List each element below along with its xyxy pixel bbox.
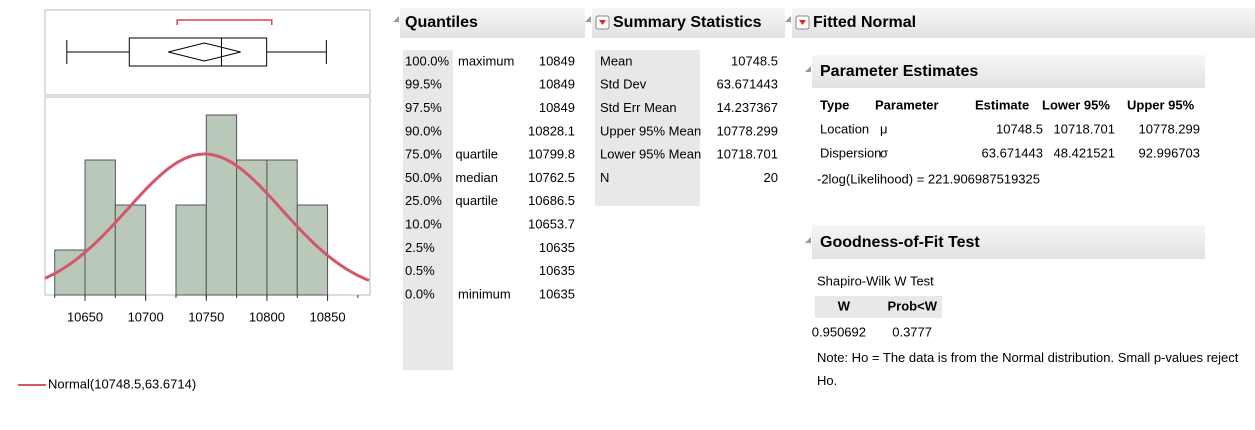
quantile-value: 10849 bbox=[539, 77, 575, 92]
x-tick-label: 10800 bbox=[249, 309, 285, 324]
summary-value: 63.671443 bbox=[717, 77, 778, 92]
menu-arrow bbox=[599, 20, 606, 25]
normal-curve bbox=[45, 152, 370, 282]
gof-test: Shapiro-Wilk W Test bbox=[817, 273, 934, 288]
param-cell: Location bbox=[820, 121, 869, 136]
quantile-pct: 100.0% bbox=[405, 53, 450, 68]
param-cell: σ bbox=[880, 145, 888, 160]
header-bg bbox=[812, 55, 1205, 88]
x-tick-label: 10850 bbox=[309, 309, 345, 324]
disclosure[interactable] bbox=[585, 16, 591, 22]
disclosure[interactable] bbox=[785, 16, 791, 22]
menu-arrow bbox=[799, 20, 806, 25]
legend-label: Normal(10748.5,63.6714) bbox=[48, 376, 196, 391]
summary-title: Summary Statistics bbox=[613, 14, 762, 31]
header-bg bbox=[792, 8, 1255, 38]
quantile-label: quartile bbox=[455, 193, 498, 208]
gof-title: Goodness-of-Fit Test bbox=[820, 234, 980, 251]
quantile-value: 10635 bbox=[539, 263, 575, 278]
mean-diamond bbox=[168, 42, 241, 62]
summary-label: Lower 95% Mean bbox=[600, 147, 701, 162]
summary-value: 14.237367 bbox=[717, 100, 778, 115]
note: Note: Ho = The data is from the Normal d… bbox=[817, 350, 1239, 388]
label-column-bg bbox=[595, 50, 700, 206]
param-cell: μ bbox=[880, 121, 888, 136]
param-cell: 10748.5 bbox=[996, 121, 1043, 136]
gof-value: 0.3777 bbox=[892, 324, 932, 339]
bar bbox=[266, 159, 298, 296]
bar bbox=[205, 114, 238, 296]
quantile-value: 10653.7 bbox=[528, 217, 575, 232]
pct-column-bg bbox=[403, 50, 453, 370]
param-header: Lower 95% bbox=[1042, 97, 1110, 112]
summary-value: 10778.299 bbox=[717, 123, 778, 138]
gof-value: 0.950692 bbox=[812, 324, 866, 339]
param-cell: 10718.701 bbox=[1054, 121, 1115, 136]
quantile-value: 10849 bbox=[539, 100, 575, 115]
disclosure[interactable] bbox=[805, 66, 811, 72]
note-box: Note: Ho = The data is from the Normal d… bbox=[817, 350, 1239, 388]
quantile-pct: 10.0% bbox=[405, 217, 442, 232]
quantile-value: 10828.1 bbox=[528, 123, 575, 138]
quantile-value: 10799.8 bbox=[528, 147, 575, 162]
param-header: Estimate bbox=[975, 97, 1029, 112]
summary-value: 10748.5 bbox=[731, 53, 778, 68]
fitted-title: Fitted Normal bbox=[813, 14, 916, 31]
quantile-pct: 0.5% bbox=[405, 263, 435, 278]
loglik: -2log(Likelihood) = 221.906987519325 bbox=[817, 171, 1040, 186]
param-header: Parameter bbox=[875, 97, 939, 112]
gof-header: W bbox=[838, 298, 851, 313]
summary-value: 10718.701 bbox=[717, 147, 778, 162]
param-cell: 10778.299 bbox=[1139, 121, 1200, 136]
x-tick-label: 10750 bbox=[188, 309, 224, 324]
shortest-half bbox=[176, 19, 273, 25]
quantile-label: maximum bbox=[458, 53, 514, 68]
quantile-value: 10849 bbox=[539, 53, 575, 68]
quantile-value: 10686.5 bbox=[528, 193, 575, 208]
quantile-pct: 99.5% bbox=[405, 77, 442, 92]
param-cell: 63.671443 bbox=[982, 145, 1043, 160]
param-header: Upper 95% bbox=[1127, 97, 1195, 112]
quantiles-title: Quantiles bbox=[405, 14, 478, 31]
gof-header-bg bbox=[815, 296, 942, 318]
summary-label: Std Err Mean bbox=[600, 100, 677, 115]
summary-value: 20 bbox=[764, 170, 778, 185]
header-bg bbox=[592, 8, 785, 38]
quantile-pct: 25.0% bbox=[405, 193, 442, 208]
header-bg bbox=[812, 225, 1205, 259]
quantile-value: 10635 bbox=[539, 286, 575, 301]
summary-label: Upper 95% Mean bbox=[600, 123, 701, 138]
summary-label: N bbox=[600, 170, 609, 185]
param-cell: Dispersion bbox=[820, 145, 881, 160]
gof-header: Prob<W bbox=[888, 298, 938, 313]
bar bbox=[114, 204, 147, 296]
x-tick-label: 10700 bbox=[128, 309, 164, 324]
quantile-pct: 75.0% bbox=[405, 147, 442, 162]
disclosure[interactable] bbox=[393, 16, 399, 22]
param-cell: 48.421521 bbox=[1054, 145, 1115, 160]
summary-label: Std Dev bbox=[600, 77, 647, 92]
x-tick-label: 10650 bbox=[67, 309, 103, 324]
bar bbox=[175, 204, 207, 296]
quantile-pct: 2.5% bbox=[405, 240, 435, 255]
box bbox=[128, 37, 268, 67]
quantile-label: minimum bbox=[458, 286, 511, 301]
header-bg bbox=[400, 8, 585, 38]
param-title: Parameter Estimates bbox=[820, 63, 978, 80]
quantile-value: 10762.5 bbox=[528, 170, 575, 185]
quantile-pct: 0.0% bbox=[405, 286, 435, 301]
summary-label: Mean bbox=[600, 53, 633, 68]
quantile-pct: 97.5% bbox=[405, 100, 442, 115]
param-header: Type bbox=[820, 97, 849, 112]
quantile-label: quartile bbox=[455, 147, 498, 162]
quantile-pct: 90.0% bbox=[405, 123, 442, 138]
quantile-label: median bbox=[455, 170, 498, 185]
quantile-pct: 50.0% bbox=[405, 170, 442, 185]
bar bbox=[236, 159, 268, 296]
quantile-value: 10635 bbox=[539, 240, 575, 255]
param-cell: 92.996703 bbox=[1139, 145, 1200, 160]
disclosure[interactable] bbox=[805, 237, 811, 243]
